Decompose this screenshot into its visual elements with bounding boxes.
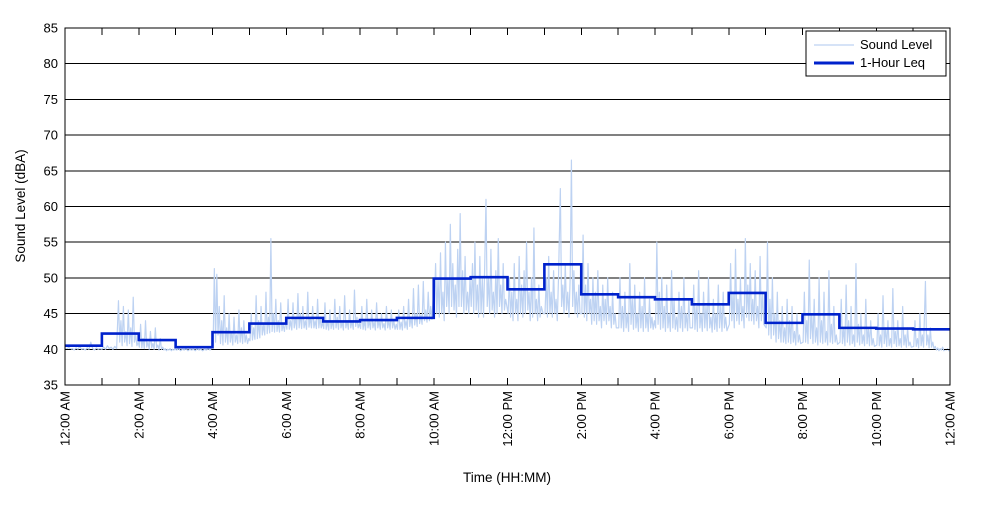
x-tick-label: 8:00 PM: [795, 391, 810, 439]
y-axis-title: Sound Level (dBA): [13, 149, 28, 262]
x-tick-label: 6:00 AM: [279, 391, 294, 439]
y-tick-label: 80: [44, 56, 58, 71]
hourly-leq-step-line: [65, 263, 950, 349]
legend-label-hourly-leq: 1-Hour Leq: [860, 55, 925, 70]
y-tick-label: 65: [44, 163, 58, 178]
x-tick-label: 12:00 PM: [500, 391, 515, 447]
y-tick-label: 50: [44, 270, 58, 285]
x-tick-label: 12:00 AM: [58, 391, 73, 446]
x-tick-label: 10:00 AM: [426, 391, 441, 446]
y-tick-label: 70: [44, 128, 58, 143]
y-tick-label: 40: [44, 342, 58, 357]
x-tick-label: 2:00 PM: [574, 391, 589, 439]
x-tick-label: 6:00 PM: [721, 391, 736, 439]
x-tick-label: 12:00 AM: [943, 391, 958, 446]
series-layer: [64, 159, 951, 352]
x-axis-title: Time (HH:MM): [463, 470, 551, 485]
y-tick-label: 55: [44, 235, 58, 250]
x-tick-label: 8:00 AM: [353, 391, 368, 439]
legend-label-sound-level: Sound Level: [860, 37, 932, 52]
y-tick-label: 85: [44, 21, 58, 36]
tick-label-layer: 35 40 45 50 55 60 65 70 75 80 85 12:00 AM 2:00 AM 4:0…: [44, 21, 958, 447]
x-tick-label: 4:00 PM: [648, 391, 663, 439]
y-tick-label: 75: [44, 92, 58, 107]
y-tick-label: 35: [44, 378, 58, 393]
x-tick-label: 10:00 PM: [869, 391, 884, 447]
x-tick-label: 2:00 AM: [131, 391, 146, 439]
grid-layer: [65, 63, 950, 350]
x-tick-label: 4:00 AM: [205, 391, 220, 439]
y-tick-label: 45: [44, 306, 58, 321]
legend[interactable]: Sound Level 1-Hour Leq: [805, 30, 947, 77]
sound-level-series-line: [64, 159, 951, 352]
legend-box: [805, 30, 947, 77]
y-tick-label: 60: [44, 199, 58, 214]
tick-layer: [64, 27, 951, 386]
